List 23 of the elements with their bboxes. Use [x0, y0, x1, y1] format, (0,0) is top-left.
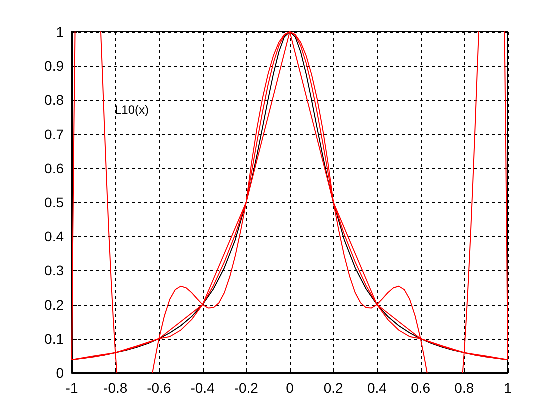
x-tick-label: 0.6 [411, 380, 431, 396]
x-tick-label: -0.6 [147, 380, 172, 396]
y-tick-label: 0.9 [44, 58, 64, 74]
annotation: L10(x) [115, 103, 150, 117]
y-tick-label: 0.1 [44, 330, 64, 347]
y-tick-label: 0.8 [44, 92, 64, 108]
y-tick-label: 0.6 [44, 160, 64, 176]
y-tick-label: 0.3 [44, 262, 64, 279]
x-tick-label: 0.8 [454, 380, 474, 396]
x-tick-label: -0.8 [104, 380, 128, 396]
y-tick-label: 0.7 [44, 126, 64, 142]
x-tick-label: -1 [66, 380, 78, 396]
y-tick-label: 0.2 [44, 296, 64, 313]
x-tick-label: -0.2 [234, 380, 259, 396]
x-tick-label: 0.2 [324, 380, 344, 396]
y-tick-label: 1 [56, 24, 64, 40]
y-tick-label: 0.4 [44, 228, 64, 245]
x-tick-label: 0.4 [367, 380, 388, 396]
x-tick-label: 1 [504, 380, 512, 396]
y-tick-label: 0 [56, 365, 64, 381]
x-tick-label: -0.4 [190, 380, 216, 396]
x-tick-label: 0 [286, 380, 294, 396]
y-tick-label: 0.5 [44, 194, 64, 210]
